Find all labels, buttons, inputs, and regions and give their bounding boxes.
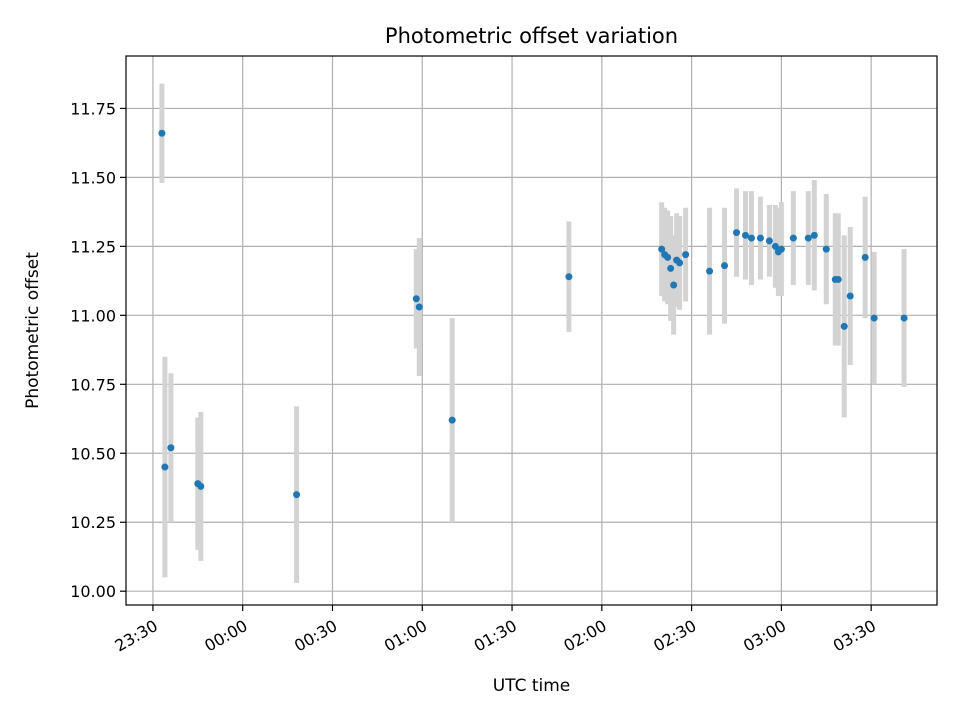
- error-bars: [159, 83, 907, 583]
- x-tick-label: 00:30: [291, 616, 340, 656]
- data-point: [822, 245, 830, 253]
- data-point: [667, 264, 675, 272]
- data-point: [161, 463, 169, 471]
- data-point: [834, 275, 842, 283]
- data-point: [732, 229, 740, 237]
- y-tick-label: 10.00: [70, 582, 116, 601]
- data-point: [747, 234, 755, 242]
- x-tick-label: 23:30: [112, 616, 161, 656]
- data-point: [197, 482, 205, 490]
- x-tick-label: 03:30: [830, 616, 879, 656]
- data-point: [846, 292, 854, 300]
- y-axis-label: Photometric offset: [23, 252, 43, 409]
- x-tick-label: 01:30: [471, 616, 520, 656]
- chart-title: Photometric offset variation: [385, 24, 678, 48]
- x-tick-label: 03:00: [740, 616, 789, 656]
- data-point: [158, 129, 166, 137]
- x-tick-label: 02:30: [650, 616, 699, 656]
- data-point: [777, 245, 785, 253]
- data-point: [682, 251, 690, 259]
- data-point: [676, 259, 684, 267]
- data-point: [756, 234, 764, 242]
- data-point: [664, 253, 672, 261]
- x-axis-ticks: 23:30 00:00 00:30 01:00 01:30 02:00 02:30 03:00…: [112, 605, 879, 656]
- y-tick-label: 11.75: [70, 99, 116, 118]
- x-axis-label: UTC time: [493, 676, 571, 696]
- data-points: [158, 129, 908, 499]
- data-point: [293, 491, 301, 499]
- data-point: [870, 314, 878, 322]
- data-point: [900, 314, 908, 322]
- data-point: [706, 267, 714, 275]
- y-axis-ticks: 10.00 10.25 10.50 10.75 11.00 11.25 11.50 11.75: [70, 99, 126, 601]
- data-point: [658, 245, 666, 253]
- data-point: [741, 231, 749, 239]
- x-tick-label: 01:00: [381, 616, 430, 656]
- plot-frame: [125, 55, 938, 606]
- y-tick-label: 11.50: [70, 168, 116, 187]
- y-tick-label: 10.25: [70, 513, 116, 532]
- data-point: [670, 281, 678, 289]
- y-tick-label: 11.00: [70, 306, 116, 325]
- x-tick-label: 00:00: [201, 616, 250, 656]
- data-point: [810, 231, 818, 239]
- y-tick-label: 11.25: [70, 237, 116, 256]
- data-point: [167, 444, 175, 452]
- x-tick-label: 02:00: [560, 616, 609, 656]
- data-point: [771, 242, 779, 250]
- data-point: [861, 253, 869, 261]
- data-point: [565, 273, 573, 281]
- data-point: [765, 237, 773, 245]
- data-point: [840, 322, 848, 330]
- data-point: [721, 262, 729, 270]
- data-point: [804, 234, 812, 242]
- data-point: [412, 295, 420, 303]
- y-tick-label: 10.75: [70, 375, 116, 394]
- data-point: [448, 416, 456, 424]
- data-point: [415, 303, 423, 311]
- grid-lines: [126, 56, 937, 605]
- y-tick-label: 10.50: [70, 444, 116, 463]
- data-point: [789, 234, 797, 242]
